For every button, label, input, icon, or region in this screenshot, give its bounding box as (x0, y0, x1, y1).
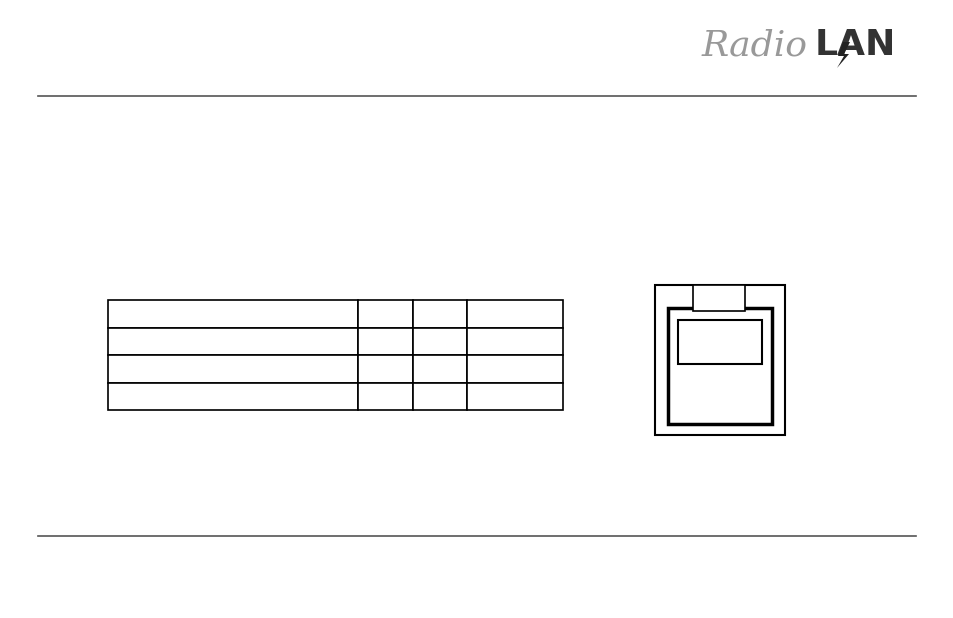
Bar (467, 383, 562, 410)
Bar (467, 300, 562, 328)
Bar (413, 300, 467, 328)
Bar (413, 328, 467, 355)
Text: LAN: LAN (814, 28, 895, 62)
Bar (358, 383, 413, 410)
Bar (467, 355, 562, 383)
Polygon shape (836, 42, 849, 68)
Bar (108, 300, 358, 328)
Bar (655, 285, 784, 435)
Bar (678, 320, 761, 364)
Bar (413, 355, 467, 383)
Bar (108, 355, 358, 383)
Bar (692, 285, 744, 311)
Bar (413, 383, 467, 410)
Bar (358, 355, 413, 383)
Bar (108, 383, 358, 410)
Text: Radio: Radio (701, 28, 807, 62)
Bar (467, 328, 562, 355)
Bar (358, 328, 413, 355)
Bar (358, 300, 413, 328)
Bar (108, 328, 358, 355)
Bar (667, 308, 771, 424)
